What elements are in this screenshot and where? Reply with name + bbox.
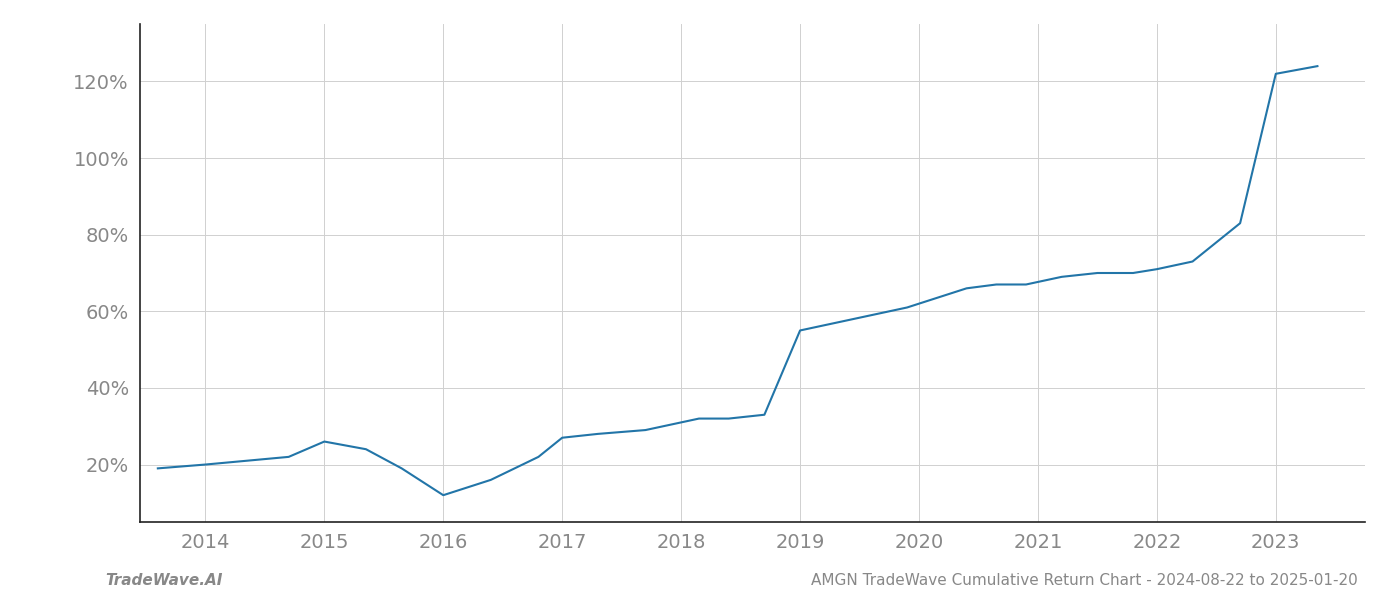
Text: AMGN TradeWave Cumulative Return Chart - 2024-08-22 to 2025-01-20: AMGN TradeWave Cumulative Return Chart -… (811, 573, 1358, 588)
Text: TradeWave.AI: TradeWave.AI (105, 573, 223, 588)
